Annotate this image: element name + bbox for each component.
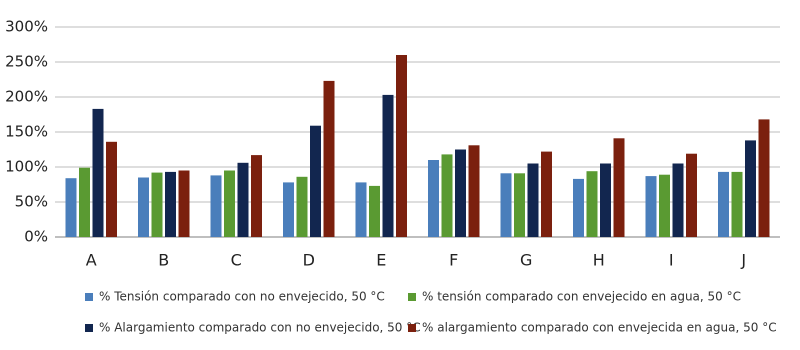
bar [251,155,262,237]
bar [586,171,598,237]
y-tick-label: 200% [5,88,48,106]
bar [514,173,525,237]
bar [178,170,190,237]
bar [65,178,77,237]
x-tick-label: D [303,251,315,270]
bar [106,141,117,237]
bar [382,94,394,238]
bar [355,182,367,237]
bar [718,171,729,237]
bar [165,171,176,237]
bar [296,176,308,237]
bar [210,175,222,237]
bar [428,160,439,237]
y-tick-label: 100% [5,158,48,176]
y-tick-label: 250% [5,53,48,71]
x-tick-label: I [669,251,674,270]
bar [138,177,149,237]
y-tick-label: 300% [5,18,48,36]
legend-label: % Tensión comparado con no envejecido, 5… [99,290,385,304]
legend-label: % alargamiento comparado con envejecida … [422,321,777,335]
bar [468,145,480,237]
bar [686,153,697,237]
x-tick-label: H [593,251,605,270]
x-tick-label: A [86,251,97,270]
bar [731,171,743,237]
bar [659,174,670,237]
bar [441,154,453,237]
y-tick-label: 150% [5,123,48,141]
y-tick-label: 50% [15,193,48,211]
x-tick-label: B [158,251,169,270]
legend-swatch [85,324,93,332]
bar [396,55,407,237]
bar [600,163,611,237]
bar [527,163,539,237]
bar [672,163,684,237]
x-tick-label: E [376,251,386,270]
bar [758,119,770,237]
legend-label: % tensión comparado con envejecido en ag… [422,290,741,304]
legend-swatch [408,293,416,301]
bar [369,185,380,237]
bar [237,162,249,237]
bar [92,108,104,238]
bar [645,176,657,237]
bar [224,170,235,237]
bar [151,172,163,237]
bar [745,140,756,237]
y-tick-label: 0% [24,228,48,246]
x-tick-label: J [740,251,746,270]
bar [613,138,625,237]
bar [573,178,584,237]
bar [79,167,90,237]
bar [323,80,335,238]
bar [283,182,294,237]
bar [500,173,512,237]
bar [455,149,466,237]
legend-swatch [408,324,416,332]
legend-swatch [85,293,93,301]
x-tick-label: C [231,251,242,270]
bar [310,125,321,237]
bar [541,151,552,237]
x-tick-label: F [449,251,458,270]
x-tick-label: G [520,251,532,270]
legend-label: % Alargamiento comparado con no envejeci… [99,321,421,335]
